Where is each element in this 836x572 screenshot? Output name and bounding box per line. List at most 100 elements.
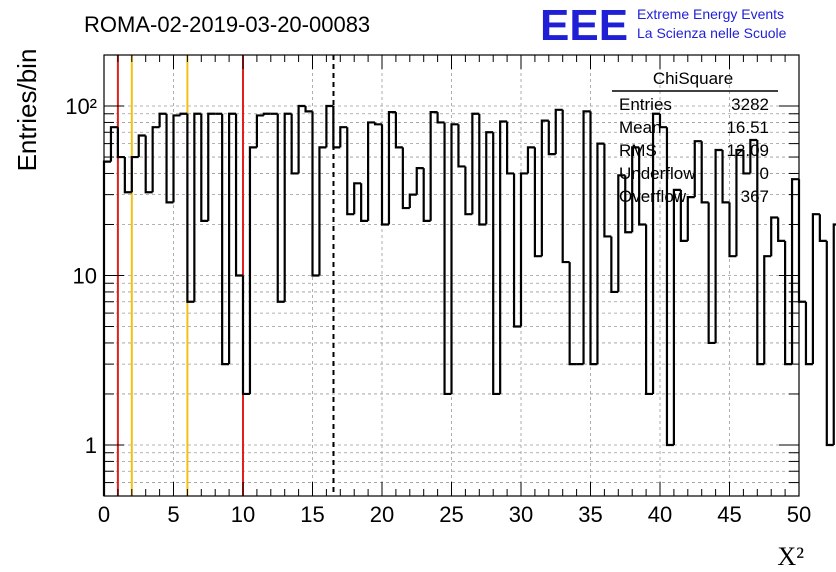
histogram-bin — [770, 216, 779, 257]
histogram-bin — [248, 146, 257, 394]
histogram-bin — [144, 135, 153, 194]
histogram-bin — [387, 111, 396, 225]
x-tick-label: 40 — [648, 502, 672, 527]
histogram-bin — [645, 224, 654, 396]
histogram-bin — [797, 179, 806, 303]
histogram-bin — [624, 175, 633, 234]
histogram-bin — [380, 124, 389, 226]
histogram-bin — [832, 223, 836, 445]
histogram-bin — [804, 301, 813, 366]
histogram-bin — [137, 134, 146, 158]
histogram-bin — [207, 112, 216, 221]
x-tick-label: 30 — [509, 502, 533, 527]
run-title: ROMA-02-2019-03-20-00083 — [84, 12, 370, 37]
histogram-bin — [610, 236, 619, 294]
histogram-bin — [506, 121, 515, 175]
histogram-bin — [130, 155, 139, 193]
histogram-bin — [735, 148, 744, 257]
stats-value-underflow: 0 — [760, 164, 769, 183]
histogram-bin — [200, 113, 209, 222]
histogram-bin — [346, 127, 355, 216]
histogram-bin — [686, 196, 695, 241]
histogram-bin — [519, 172, 528, 327]
histogram-bin — [825, 240, 834, 447]
histogram-bin — [547, 120, 556, 156]
stats-label-entries: Entries — [619, 95, 672, 114]
x-tick-label: 5 — [167, 502, 179, 527]
histogram-bin — [714, 148, 723, 343]
histogram-bin — [193, 112, 202, 302]
histogram-bin — [554, 108, 563, 155]
histogram-bin — [818, 214, 827, 243]
histogram-bin — [443, 122, 452, 396]
histogram-bin — [651, 112, 660, 394]
histogram-bin — [582, 110, 591, 365]
histogram-bin — [429, 111, 438, 221]
logo-line-1: Extreme Energy Events — [637, 6, 784, 22]
histogram-bin — [339, 126, 348, 148]
x-tick-label: 0 — [98, 502, 110, 527]
histogram-bin — [512, 173, 521, 328]
histogram-bin — [422, 168, 431, 222]
y-axis-title: Entries/bin — [12, 49, 42, 172]
histogram-bin — [151, 126, 160, 193]
histogram-bin — [568, 262, 577, 366]
histogram-bin — [811, 213, 820, 365]
histogram-bin — [262, 112, 271, 116]
histogram-bin — [109, 126, 118, 162]
histogram-bin — [297, 104, 306, 174]
histogram-bin — [373, 122, 382, 126]
x-tick-label: 45 — [717, 502, 741, 527]
histogram-bin — [693, 140, 702, 198]
histogram-bin — [471, 112, 480, 215]
y-tick-label: 10² — [65, 94, 97, 119]
stats-label-mean: Mean — [619, 118, 662, 137]
stats-label-overflow: Overflow — [619, 187, 687, 206]
histogram-bin — [360, 183, 369, 222]
histogram-bin — [540, 119, 549, 257]
histogram-bin — [415, 167, 424, 195]
logo-line-2: La Scienza nelle Scuole — [637, 25, 787, 41]
histogram-bin — [394, 112, 403, 149]
histogram-bin — [485, 131, 494, 225]
histogram-bin — [401, 147, 410, 210]
histogram-bin — [631, 146, 640, 233]
stats-value-overflow: 367 — [741, 187, 769, 206]
histogram-bin — [318, 146, 327, 276]
histogram-bin — [533, 147, 542, 258]
histogram-bin — [450, 123, 459, 394]
eee-logo-mark: EEE — [540, 1, 628, 50]
histogram-bin — [255, 114, 264, 148]
histogram-bin — [790, 178, 799, 365]
stats-label-underflow: Underflow — [619, 164, 696, 183]
histogram-bin — [707, 202, 716, 345]
histogram-bin — [102, 160, 111, 496]
histogram-bin — [172, 114, 181, 203]
eee-logo: EEE Extreme Energy Events La Scienza nel… — [540, 1, 787, 50]
histogram-bin — [367, 121, 376, 221]
histogram-bin — [492, 132, 501, 396]
x-tick-label: 15 — [300, 502, 324, 527]
histogram-bin — [457, 124, 466, 168]
histogram-bin — [179, 112, 188, 116]
histogram-bin — [311, 111, 320, 277]
histogram-bin — [679, 189, 688, 243]
x-axis-title: X² — [777, 542, 804, 571]
histogram-bin — [228, 112, 237, 365]
stats-value-rms: 12.09 — [726, 141, 769, 160]
stats-box: ChiSquare Entries 3282 Mean 16.51 RMS 12… — [612, 69, 778, 206]
histogram-bin — [332, 106, 341, 149]
histogram-bin — [186, 113, 195, 303]
histogram-bin — [756, 140, 765, 366]
histogram-bin — [596, 142, 605, 365]
stats-title: ChiSquare — [653, 69, 733, 88]
histogram-bin — [290, 113, 299, 175]
histogram-bin — [672, 188, 681, 445]
histogram-layer — [102, 104, 836, 496]
histogram-bin — [234, 113, 243, 277]
histogram-bin — [721, 150, 730, 204]
histogram-bin — [742, 150, 751, 175]
histogram-bin — [478, 113, 487, 226]
histogram-bin — [603, 143, 612, 238]
